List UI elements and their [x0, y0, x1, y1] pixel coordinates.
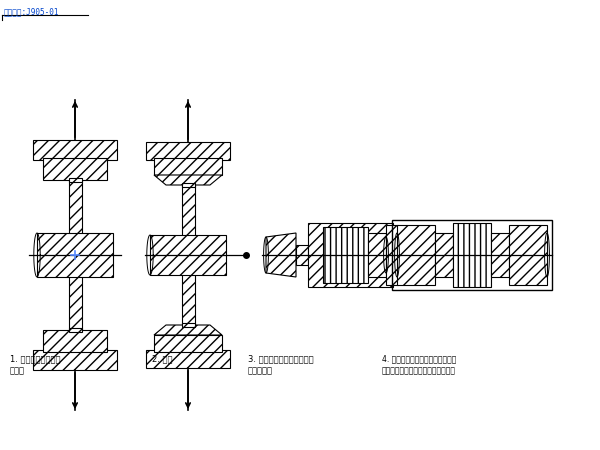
Bar [368, 233, 386, 277]
Bar [33, 140, 117, 160]
Bar [509, 225, 547, 285]
Bar [33, 350, 117, 370]
Bar [69, 328, 82, 332]
Text: 紧钢筋: 紧钢筋 [10, 366, 25, 375]
Polygon shape [154, 325, 222, 335]
Text: 旋进行生丝: 旋进行生丝 [248, 366, 273, 375]
Bar [296, 245, 308, 265]
Bar [37, 233, 113, 277]
Bar [491, 233, 509, 277]
Bar [182, 323, 195, 327]
Bar [69, 178, 82, 182]
Bar [43, 158, 107, 180]
Text: 退丝，完成一个直螺纹套管接续施工: 退丝，完成一个直螺纹套管接续施工 [382, 366, 456, 375]
Bar [308, 223, 393, 287]
Text: 1. 用直螺纹滚压机夹: 1. 用直螺纹滚压机夹 [10, 354, 61, 363]
Polygon shape [154, 175, 222, 185]
Bar [69, 180, 82, 253]
Bar [392, 220, 552, 290]
Text: 3. 用直螺纹套丝机对准丝头: 3. 用直螺纹套丝机对准丝头 [248, 354, 314, 363]
Bar [146, 142, 230, 160]
Bar [397, 225, 435, 285]
Bar [182, 185, 195, 253]
Bar [43, 330, 107, 352]
Bar [146, 350, 230, 368]
Bar [182, 257, 195, 325]
Text: 图纸编号:J905-01: 图纸编号:J905-01 [4, 7, 59, 16]
Text: 4. 用直螺纹套管拧至规定圈数进行: 4. 用直螺纹套管拧至规定圈数进行 [382, 354, 457, 363]
Bar [453, 223, 491, 287]
Polygon shape [266, 233, 296, 277]
Bar [154, 335, 222, 352]
Bar [182, 183, 195, 187]
Bar [323, 227, 368, 283]
Bar [154, 158, 222, 175]
Bar [69, 257, 82, 330]
Text: 2. 滚压: 2. 滚压 [152, 354, 173, 363]
Bar [386, 225, 398, 285]
Bar [435, 233, 453, 277]
Bar [150, 235, 226, 275]
